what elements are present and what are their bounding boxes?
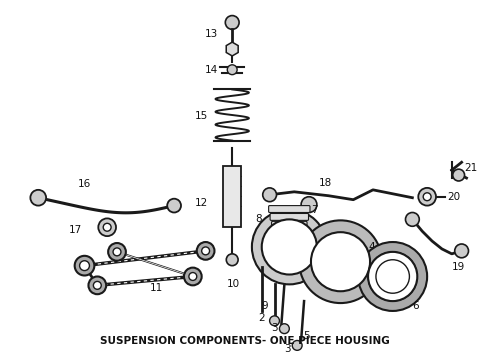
Circle shape xyxy=(279,324,289,334)
Circle shape xyxy=(113,248,121,256)
Text: SUSPENSION COMPONENTS- ONE PIECE HOUSING: SUSPENSION COMPONENTS- ONE PIECE HOUSING xyxy=(100,337,390,346)
Circle shape xyxy=(89,276,106,294)
Circle shape xyxy=(453,169,465,181)
FancyBboxPatch shape xyxy=(274,235,304,242)
Circle shape xyxy=(202,247,210,255)
Circle shape xyxy=(262,219,317,275)
Text: 18: 18 xyxy=(319,178,332,188)
Text: 15: 15 xyxy=(195,111,208,121)
Text: 4: 4 xyxy=(368,242,375,252)
Circle shape xyxy=(197,242,215,260)
Circle shape xyxy=(263,188,276,202)
Circle shape xyxy=(225,15,239,30)
Circle shape xyxy=(358,242,427,311)
Circle shape xyxy=(423,193,431,201)
Text: 8: 8 xyxy=(255,215,262,224)
Text: 7: 7 xyxy=(311,204,318,215)
Circle shape xyxy=(167,199,181,212)
Circle shape xyxy=(189,273,197,280)
Circle shape xyxy=(108,243,126,261)
Text: 10: 10 xyxy=(227,279,240,289)
FancyBboxPatch shape xyxy=(270,213,309,220)
Circle shape xyxy=(74,256,95,275)
FancyBboxPatch shape xyxy=(273,229,306,236)
Circle shape xyxy=(368,252,417,301)
Circle shape xyxy=(79,261,90,271)
Text: 19: 19 xyxy=(452,262,465,272)
Circle shape xyxy=(184,267,202,285)
Circle shape xyxy=(270,316,279,326)
Text: 9: 9 xyxy=(261,301,268,311)
Circle shape xyxy=(299,220,382,303)
Circle shape xyxy=(226,254,238,266)
Text: 6: 6 xyxy=(413,301,419,311)
Polygon shape xyxy=(226,42,238,56)
Circle shape xyxy=(418,188,436,206)
Circle shape xyxy=(406,212,419,226)
Text: 11: 11 xyxy=(149,283,163,293)
Circle shape xyxy=(455,244,468,258)
Text: 13: 13 xyxy=(205,29,218,39)
Text: 2: 2 xyxy=(258,313,265,323)
Circle shape xyxy=(98,219,116,236)
Circle shape xyxy=(252,210,327,284)
Text: 1: 1 xyxy=(329,232,335,242)
Circle shape xyxy=(301,197,317,212)
FancyBboxPatch shape xyxy=(223,166,241,227)
Text: 3: 3 xyxy=(284,345,291,354)
FancyBboxPatch shape xyxy=(271,221,307,228)
Text: 20: 20 xyxy=(447,192,460,202)
Circle shape xyxy=(292,341,302,350)
Circle shape xyxy=(30,190,46,206)
Text: 21: 21 xyxy=(465,163,478,173)
FancyBboxPatch shape xyxy=(269,206,310,212)
Text: 17: 17 xyxy=(69,225,82,235)
Circle shape xyxy=(376,260,410,293)
Circle shape xyxy=(311,232,370,291)
Circle shape xyxy=(94,282,101,289)
Text: 5: 5 xyxy=(303,330,310,341)
Circle shape xyxy=(368,252,417,301)
Circle shape xyxy=(103,223,111,231)
Text: 16: 16 xyxy=(77,179,91,189)
Text: 14: 14 xyxy=(205,65,218,75)
Circle shape xyxy=(227,65,237,75)
Text: 12: 12 xyxy=(195,198,208,208)
Text: 3: 3 xyxy=(271,323,278,333)
